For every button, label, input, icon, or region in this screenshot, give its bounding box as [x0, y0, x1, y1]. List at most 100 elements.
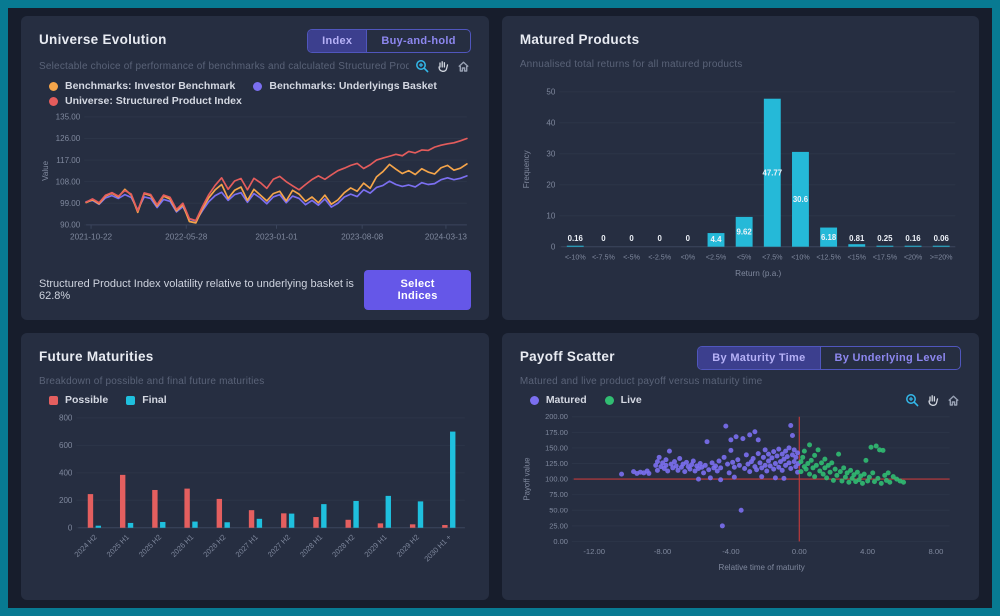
svg-text:2021-10-22: 2021-10-22 [70, 233, 113, 242]
panel-universe-evolution: Universe Evolution Index Buy-and-hold Se… [21, 16, 489, 320]
svg-text:-12.00: -12.00 [583, 547, 605, 556]
legend-dot [529, 395, 539, 405]
legend-item-matured[interactable]: Matured [529, 394, 587, 406]
legend-swatch [126, 395, 136, 405]
svg-text:0: 0 [551, 242, 556, 251]
dashboard-frame: Universe Evolution Index Buy-and-hold Se… [8, 8, 992, 608]
tab-index[interactable]: Index [308, 30, 367, 52]
svg-text:2027 H2: 2027 H2 [266, 533, 292, 559]
svg-text:2022-05-28: 2022-05-28 [165, 233, 208, 242]
svg-text:0: 0 [657, 234, 662, 243]
svg-text:0.00: 0.00 [553, 537, 568, 546]
svg-text:2024 H2: 2024 H2 [72, 533, 98, 559]
svg-text:2025 H2: 2025 H2 [137, 533, 163, 559]
svg-text:2027 H1: 2027 H1 [234, 533, 260, 559]
home-icon[interactable] [457, 59, 471, 73]
svg-text:<10%: <10% [791, 253, 810, 261]
svg-text:<0%: <0% [680, 253, 695, 261]
svg-text:0: 0 [685, 234, 690, 243]
svg-text:4.00: 4.00 [860, 547, 875, 556]
payoff-legend: Matured Live [520, 394, 642, 406]
home-icon[interactable] [947, 393, 961, 407]
matured-products-chart[interactable]: 0 10 20 30 40 50 0.16 <-10% 0 <-7.5% 0 <-5% 0 <-2.5% 0… [520, 82, 961, 296]
svg-text:25.00: 25.00 [549, 521, 568, 530]
select-indices-button[interactable]: Select Indices [364, 270, 471, 310]
volatility-note: Structured Product Index volatility rela… [39, 278, 354, 302]
legend-item-underlyings-basket[interactable]: Benchmarks: Underlyings Basket [253, 80, 437, 92]
legend-item-final[interactable]: Final [126, 394, 167, 406]
legend-item-structured-product-index[interactable]: Universe: Structured Product Index [49, 95, 242, 107]
svg-text:20: 20 [546, 180, 555, 189]
svg-text:0.81: 0.81 [849, 234, 865, 243]
svg-text:50.00: 50.00 [549, 506, 568, 515]
svg-text:0.16: 0.16 [905, 234, 921, 243]
tab-by-maturity-time[interactable]: By Maturity Time [698, 347, 820, 369]
svg-text:<-10%: <-10% [565, 253, 586, 261]
svg-text:0.06: 0.06 [933, 234, 949, 243]
svg-text:2023-01-01: 2023-01-01 [255, 233, 298, 242]
universe-chart-toolbar [415, 59, 471, 73]
svg-text:400: 400 [59, 469, 73, 478]
svg-text:0.00: 0.00 [792, 547, 807, 556]
svg-text:0.16: 0.16 [567, 234, 583, 243]
svg-text:117.00: 117.00 [56, 156, 81, 165]
svg-text:0: 0 [601, 234, 606, 243]
svg-text:200: 200 [59, 496, 73, 505]
maturities-legend: Possible Final [39, 394, 471, 406]
svg-text:<12.5%: <12.5% [816, 253, 841, 261]
svg-text:75.00: 75.00 [549, 490, 568, 499]
svg-text:2030 H1 +: 2030 H1 + [422, 533, 453, 564]
svg-text:-8.00: -8.00 [654, 547, 671, 556]
payoff-tab-group: By Maturity Time By Underlying Level [697, 346, 961, 370]
svg-text:0: 0 [629, 234, 634, 243]
zoom-icon[interactable] [905, 393, 919, 407]
svg-text:2028 H1: 2028 H1 [298, 533, 324, 559]
tab-by-underlying-level[interactable]: By Underlying Level [819, 347, 960, 369]
pan-icon[interactable] [926, 393, 940, 407]
svg-text:0: 0 [68, 524, 73, 533]
zoom-icon[interactable] [415, 59, 429, 73]
tab-buy-and-hold[interactable]: Buy-and-hold [366, 30, 469, 52]
legend-item-live[interactable]: Live [604, 394, 642, 406]
universe-evolution-chart[interactable]: 90.00 99.00 108.00 117.00 126.00 135.00 2021-1… [39, 111, 471, 258]
svg-text:<-7.5%: <-7.5% [592, 253, 615, 261]
universe-legend: Benchmarks: Investor Benchmark Benchmark… [39, 80, 471, 107]
legend-swatch [49, 395, 58, 405]
svg-text:126.00: 126.00 [56, 134, 81, 143]
svg-text:6.18: 6.18 [821, 233, 837, 242]
svg-text:<15%: <15% [847, 253, 866, 261]
svg-text:<7.5%: <7.5% [762, 253, 783, 261]
svg-text:125.00: 125.00 [545, 459, 568, 468]
svg-text:2026 H2: 2026 H2 [201, 533, 227, 559]
svg-text:Return (p.a.): Return (p.a.) [735, 269, 781, 278]
svg-text:<20%: <20% [904, 253, 923, 261]
payoff-scatter-chart[interactable]: 0.00 25.00 50.00 75.00 100.00 125.00 150.00 175… [520, 411, 961, 576]
svg-text:175.00: 175.00 [545, 428, 568, 437]
panel-future-maturities: Future Maturities Breakdown of possible … [21, 333, 489, 600]
svg-text:47.77: 47.77 [762, 169, 782, 178]
svg-text:2029 H1: 2029 H1 [362, 533, 388, 559]
svg-text:90.00: 90.00 [60, 221, 81, 230]
legend-item-possible[interactable]: Possible [49, 394, 108, 406]
svg-text:150.00: 150.00 [545, 443, 568, 452]
svg-text:30.6: 30.6 [793, 195, 809, 204]
svg-text:2026 H1: 2026 H1 [169, 533, 195, 559]
svg-text:10: 10 [546, 211, 555, 220]
legend-dot [49, 81, 58, 91]
svg-text:>=20%: >=20% [930, 253, 953, 261]
svg-text:Frequency: Frequency [522, 150, 531, 188]
universe-title: Universe Evolution [39, 32, 167, 47]
svg-text:<-5%: <-5% [623, 253, 641, 261]
svg-text:2024-03-13: 2024-03-13 [425, 233, 468, 242]
svg-text:108.00: 108.00 [56, 177, 81, 186]
legend-dot [604, 395, 614, 405]
svg-text:9.62: 9.62 [736, 228, 752, 237]
legend-item-investor-benchmark[interactable]: Benchmarks: Investor Benchmark [49, 80, 235, 92]
pan-icon[interactable] [436, 59, 450, 73]
svg-text:50: 50 [546, 88, 555, 97]
svg-text:2029 H2: 2029 H2 [395, 533, 421, 559]
universe-subtitle: Selectable choice of performance of benc… [39, 60, 409, 72]
svg-text:100.00: 100.00 [545, 475, 568, 484]
payoff-subtitle: Matured and live product payoff versus m… [519, 376, 763, 387]
